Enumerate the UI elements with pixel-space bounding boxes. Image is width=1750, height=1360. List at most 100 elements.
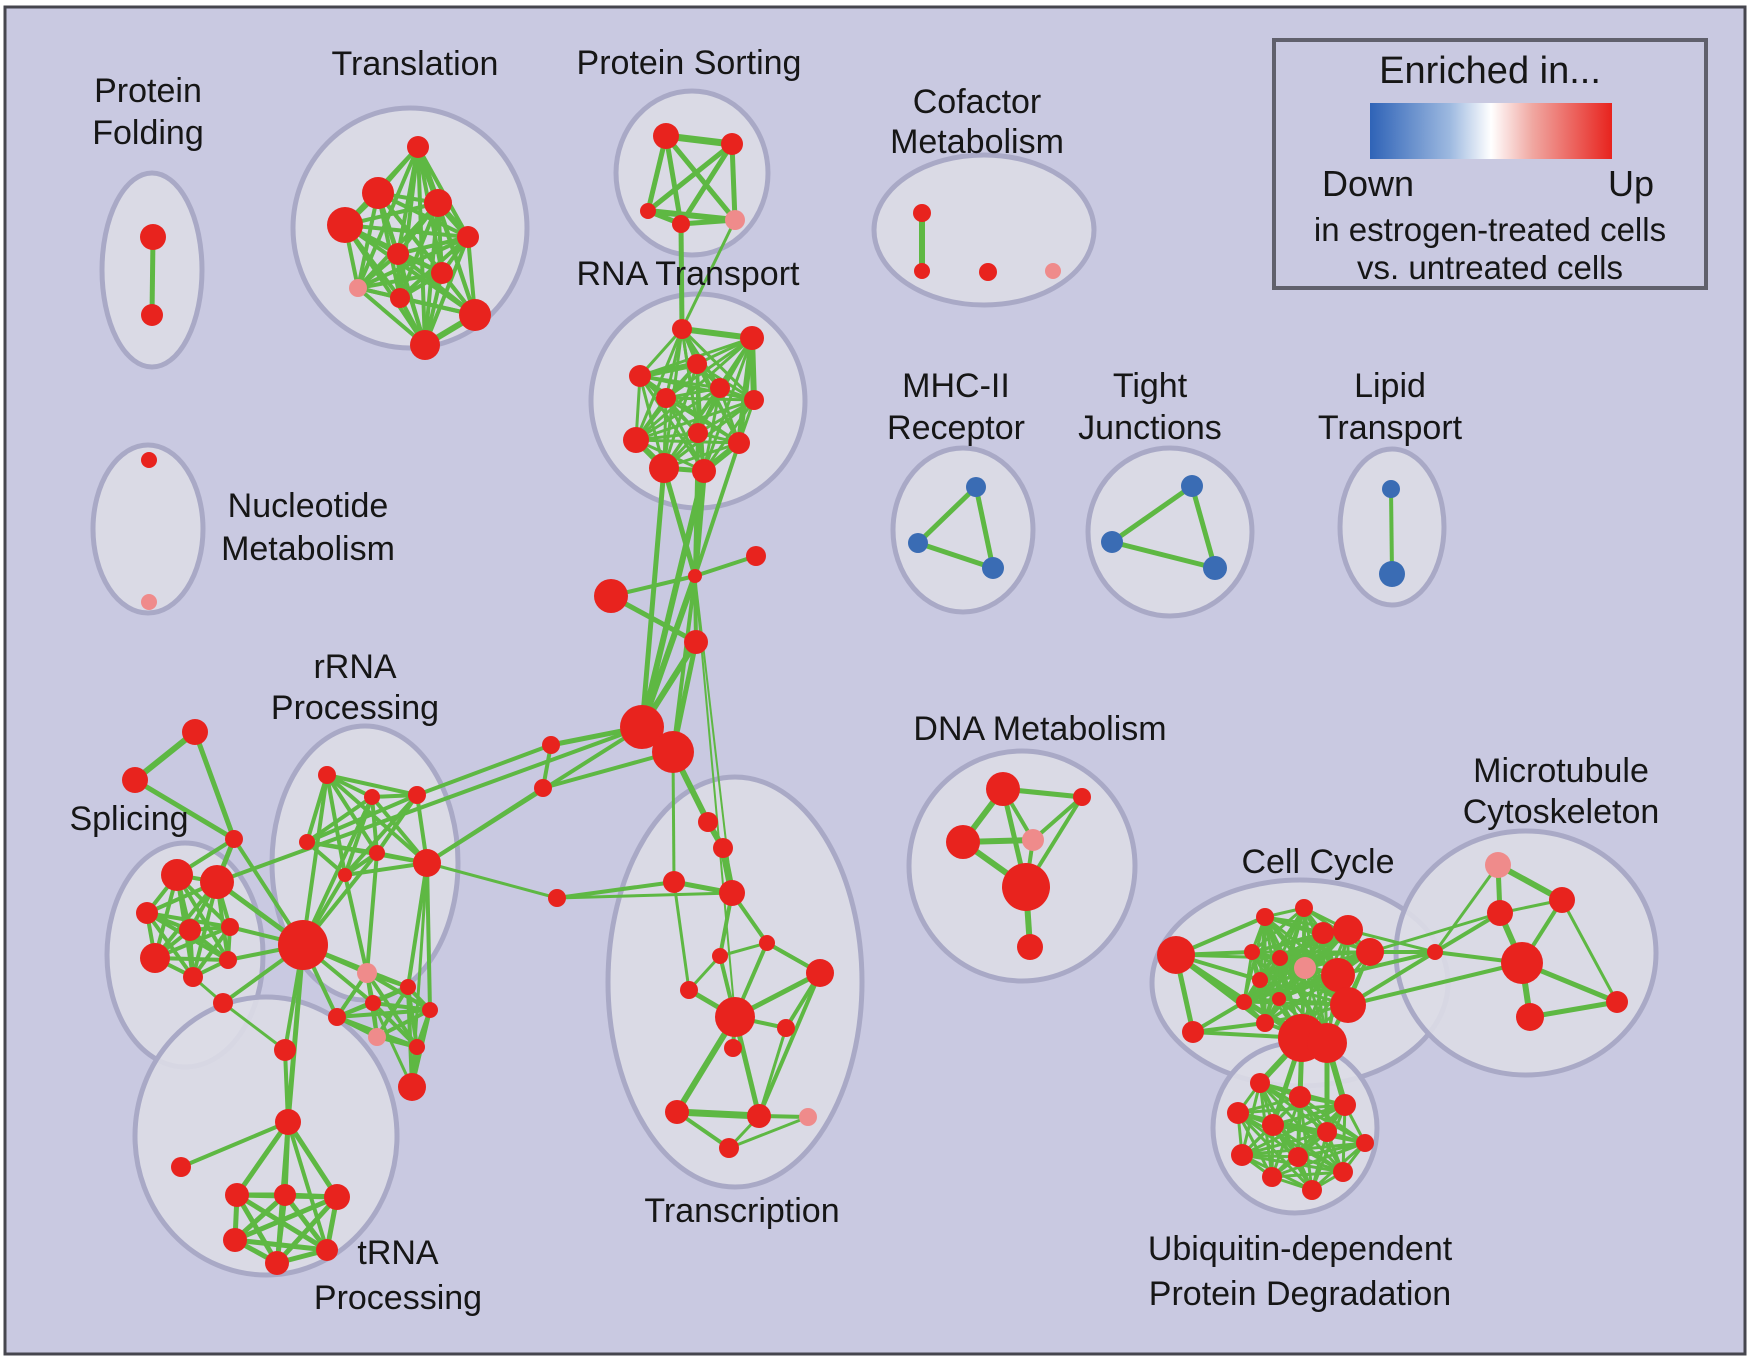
connectors-node-1[interactable] [746, 546, 766, 566]
cell-cycle-node-11[interactable] [1236, 994, 1252, 1010]
transcription-node-11[interactable] [665, 1100, 689, 1124]
protein-folding-node-1[interactable] [141, 304, 163, 326]
lipid-transport-node-1[interactable] [1379, 561, 1405, 587]
splicing-node-4[interactable] [221, 918, 239, 936]
connectors-node-8[interactable] [1427, 944, 1443, 960]
cell-cycle-node-4[interactable] [1312, 922, 1334, 944]
tight-junctions-node-0[interactable] [1181, 475, 1203, 497]
ubiquitin-degradation-node-1[interactable] [1289, 1086, 1311, 1108]
cell-cycle-node-10[interactable] [1252, 972, 1268, 988]
cell-cycle-node-14[interactable] [1330, 987, 1366, 1023]
splicing-node-8[interactable] [182, 719, 208, 745]
mhc-ii-receptor-node-0[interactable] [966, 477, 986, 497]
connectors-node-5[interactable] [652, 731, 694, 773]
connectors-node-2[interactable] [594, 579, 628, 613]
mhc-ii-receptor-node-1[interactable] [908, 533, 928, 553]
lipid-transport-node-0[interactable] [1382, 480, 1400, 498]
splicing-node-10[interactable] [225, 830, 243, 848]
rna-transport-node-10[interactable] [649, 453, 679, 483]
translation-node-10[interactable] [410, 330, 440, 360]
trna-processing-node-4[interactable] [225, 1183, 249, 1207]
dna-metabolism-node-4[interactable] [1002, 863, 1050, 911]
ubiquitin-degradation-node-3[interactable] [1227, 1102, 1249, 1124]
trna-processing-node-3[interactable] [171, 1157, 191, 1177]
ubiquitin-degradation-node-5[interactable] [1317, 1122, 1337, 1142]
rna-transport-node-1[interactable] [740, 326, 764, 350]
translation-node-5[interactable] [387, 243, 409, 265]
splicing-node-1[interactable] [200, 865, 234, 899]
ubiquitin-degradation-node-6[interactable] [1356, 1134, 1374, 1152]
rna-transport-node-5[interactable] [656, 388, 676, 408]
microtubule-cytoskeleton-node-0[interactable] [1485, 852, 1511, 878]
microtubule-cytoskeleton-node-4[interactable] [1516, 1003, 1544, 1031]
connectors-node-9[interactable] [542, 736, 560, 754]
ubiquitin-degradation-node-9[interactable] [1333, 1162, 1353, 1182]
mhc-ii-receptor-node-2[interactable] [982, 557, 1004, 579]
transcription-node-9[interactable] [777, 1019, 795, 1037]
ubiquitin-degradation-node-10[interactable] [1262, 1167, 1282, 1187]
cell-cycle-node-9[interactable] [1294, 957, 1316, 979]
microtubule-cytoskeleton-node-2[interactable] [1487, 900, 1513, 926]
cell-cycle-node-12[interactable] [1272, 992, 1286, 1006]
protein-sorting-node-2[interactable] [640, 203, 656, 219]
transcription-node-8[interactable] [715, 997, 755, 1037]
rrna-processing-node-3[interactable] [299, 834, 315, 850]
cell-cycle-node-7[interactable] [1244, 944, 1260, 960]
rrna-processing-node-13[interactable] [409, 1039, 425, 1055]
rrna-processing-node-14[interactable] [398, 1073, 426, 1101]
rrna-processing-node-7[interactable] [357, 963, 377, 983]
cell-cycle-node-13[interactable] [1321, 958, 1355, 992]
splicing-node-3[interactable] [179, 919, 201, 941]
connectors-node-6[interactable] [548, 889, 566, 907]
microtubule-cytoskeleton-node-1[interactable] [1549, 887, 1575, 913]
dna-metabolism-node-2[interactable] [946, 825, 980, 859]
connectors-node-10[interactable] [534, 779, 552, 797]
transcription-node-2[interactable] [663, 871, 685, 893]
cofactor-metabolism-node-0[interactable] [913, 204, 931, 222]
rrna-processing-node-1[interactable] [364, 789, 380, 805]
nucleotide-metabolism-node-0[interactable] [141, 452, 157, 468]
ubiquitin-degradation-node-11[interactable] [1302, 1180, 1322, 1200]
transcription-node-13[interactable] [799, 1108, 817, 1126]
translation-node-4[interactable] [457, 226, 479, 248]
cell-cycle-node-15[interactable] [1256, 1014, 1274, 1032]
translation-node-9[interactable] [459, 299, 491, 331]
translation-node-0[interactable] [407, 136, 429, 158]
rrna-processing-node-0[interactable] [318, 766, 336, 784]
protein-sorting-node-4[interactable] [725, 210, 745, 230]
cofactor-metabolism-node-3[interactable] [1045, 263, 1061, 279]
trna-processing-node-0[interactable] [213, 993, 233, 1013]
protein-sorting-node-0[interactable] [653, 123, 679, 149]
cell-cycle-node-17[interactable] [1307, 1023, 1347, 1063]
rrna-processing-node-8[interactable] [328, 1008, 346, 1026]
transcription-node-7[interactable] [806, 959, 834, 987]
rrna-processing-node-12[interactable] [422, 1002, 438, 1018]
cofactor-metabolism-node-2[interactable] [979, 263, 997, 281]
cell-cycle-node-1[interactable] [1182, 1021, 1204, 1043]
trna-processing-node-7[interactable] [223, 1228, 247, 1252]
transcription-node-0[interactable] [698, 812, 718, 832]
cell-cycle-node-8[interactable] [1272, 950, 1288, 966]
connectors-node-7[interactable] [278, 920, 328, 970]
transcription-node-1[interactable] [713, 838, 733, 858]
rrna-processing-node-5[interactable] [413, 849, 441, 877]
tight-junctions-node-2[interactable] [1203, 556, 1227, 580]
rrna-processing-node-4[interactable] [369, 845, 385, 861]
rna-transport-node-3[interactable] [687, 354, 707, 374]
dna-metabolism-node-3[interactable] [1022, 829, 1044, 851]
transcription-node-12[interactable] [747, 1104, 771, 1128]
ubiquitin-degradation-node-2[interactable] [1334, 1094, 1356, 1116]
connectors-node-3[interactable] [684, 630, 708, 654]
rna-transport-node-0[interactable] [672, 319, 692, 339]
microtubule-cytoskeleton-node-5[interactable] [1606, 991, 1628, 1013]
connectors-node-0[interactable] [688, 569, 702, 583]
rrna-processing-node-11[interactable] [400, 979, 416, 995]
connectors-node-4[interactable] [620, 705, 664, 749]
splicing-node-6[interactable] [183, 967, 203, 987]
translation-node-2[interactable] [424, 189, 452, 217]
dna-metabolism-node-0[interactable] [986, 772, 1020, 806]
trna-processing-node-2[interactable] [275, 1109, 301, 1135]
ubiquitin-degradation-node-4[interactable] [1262, 1114, 1284, 1136]
rna-transport-node-2[interactable] [629, 365, 651, 387]
translation-node-7[interactable] [349, 279, 367, 297]
